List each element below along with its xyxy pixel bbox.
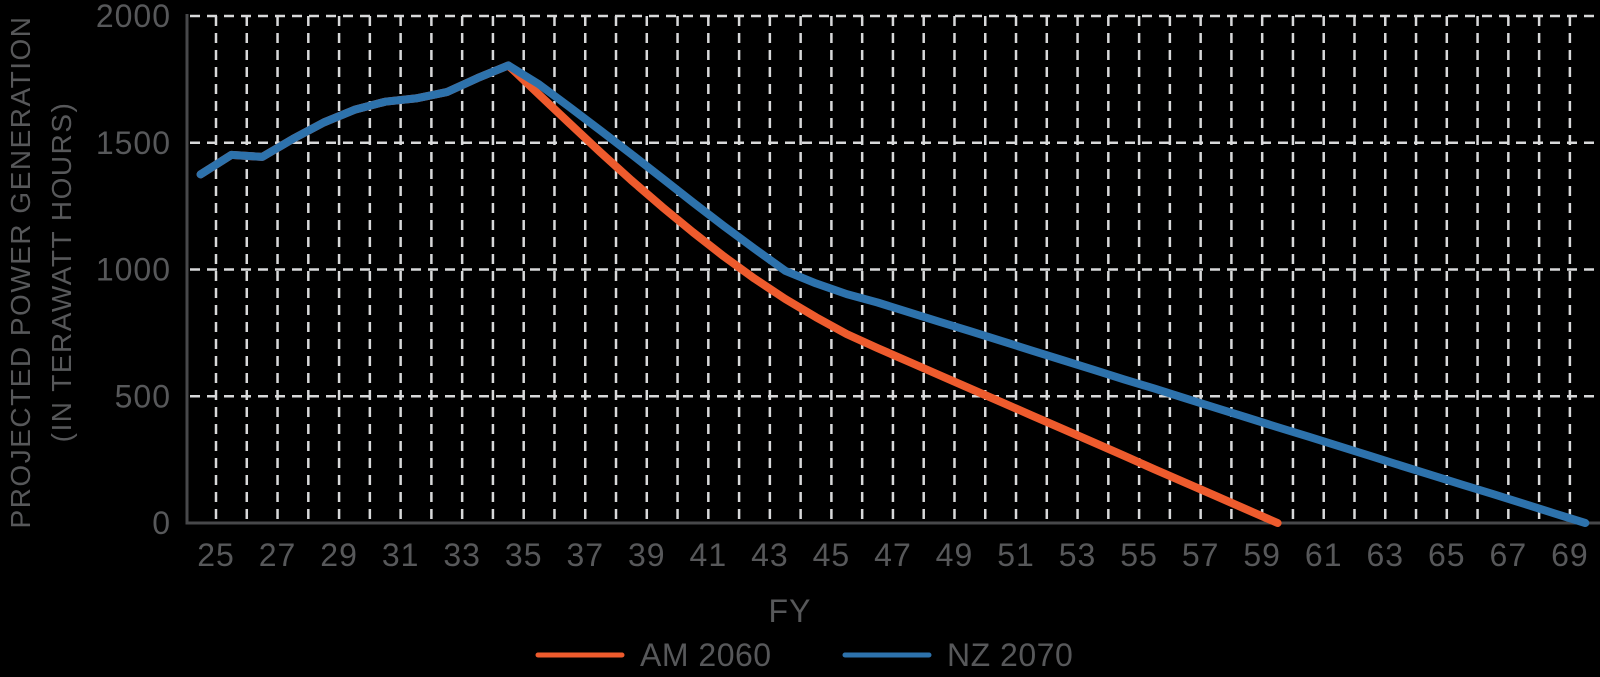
x-tick-label: 35: [505, 537, 543, 573]
x-tick-label: 55: [1120, 537, 1158, 573]
legend-label-am-2060: AM 2060: [640, 637, 772, 673]
y-tick-label: 0: [152, 505, 171, 541]
x-tick-label: 25: [197, 537, 235, 573]
x-tick-label: 63: [1366, 537, 1404, 573]
y-tick-label: 1000: [96, 252, 171, 288]
x-tick-label: 69: [1551, 537, 1589, 573]
y-tick-label: 2000: [96, 0, 171, 34]
x-tick-label: 29: [320, 537, 358, 573]
x-tick-label: 31: [382, 537, 420, 573]
y-tick-label: 1500: [96, 125, 171, 161]
legend-label-nz-2070: NZ 2070: [947, 637, 1073, 673]
x-tick-label: 33: [443, 537, 481, 573]
x-tick-label: 61: [1305, 537, 1343, 573]
x-tick-label: 49: [936, 537, 974, 573]
x-axis-title: FY: [769, 593, 812, 629]
x-tick-label: 57: [1182, 537, 1220, 573]
x-tick-label: 45: [813, 537, 851, 573]
x-tick-label: 37: [566, 537, 604, 573]
x-tick-label: 41: [690, 537, 728, 573]
x-tick-label: 59: [1243, 537, 1281, 573]
x-tick-label: 43: [751, 537, 789, 573]
x-tick-label: 27: [259, 537, 297, 573]
x-tick-label: 65: [1428, 537, 1466, 573]
legend: AM 2060 NZ 2070: [535, 637, 1073, 673]
x-tick-label: 53: [1059, 537, 1097, 573]
plot-area: 0 500 1000 1500 2000 25 27 29 31 33 35 37 39 41 43 45 47…: [96, 0, 1600, 573]
y-axis-title-line2: (IN TERAWATT HOURS): [46, 102, 77, 443]
x-tick-label: 51: [997, 537, 1035, 573]
x-tick-label: 67: [1490, 537, 1528, 573]
x-tick-label: 47: [874, 537, 912, 573]
y-axis-title-line1: PROJECTED POWER GENERATION: [5, 16, 36, 529]
series-line-nz-2070: [196, 61, 1590, 527]
y-tick-label: 500: [115, 378, 171, 414]
x-tick-label: 39: [628, 537, 666, 573]
